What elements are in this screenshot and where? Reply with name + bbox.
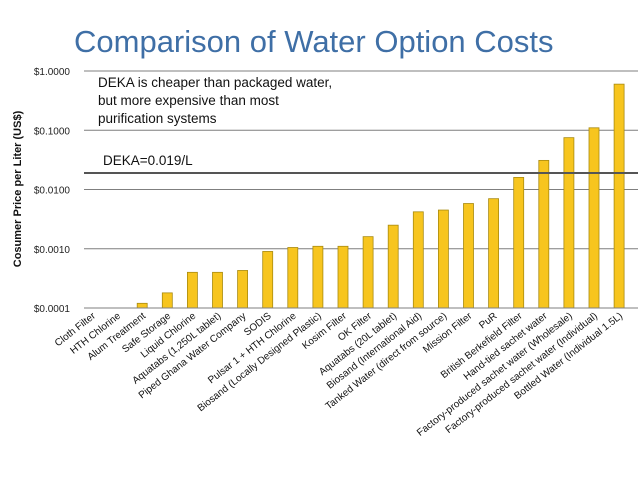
y-tick-label: $0.0001 (34, 304, 71, 315)
annotation-text: DEKA is cheaper than packaged water, but … (98, 75, 332, 126)
y-tick-label: $0.1000 (34, 126, 71, 137)
annotations: DEKA is cheaper than packaged water, but … (84, 75, 638, 174)
y-tick-labels: $0.0001 $0.0010 $0.0100 $0.1000 $1.0000 (34, 67, 71, 315)
bar (237, 270, 249, 309)
y-axis-label: Cosumer Price per Liter (US$) (12, 110, 24, 267)
bar (161, 292, 173, 309)
slide-title: Comparison of Water Option Costs (74, 24, 554, 59)
bar (212, 271, 223, 309)
bar (613, 83, 625, 309)
bar (387, 224, 399, 309)
y-tick-label: $0.0100 (34, 186, 71, 197)
bar (186, 271, 198, 309)
bar (437, 209, 449, 309)
y-tick-label: $0.0010 (34, 245, 71, 256)
y-tick-label: $1.0000 (34, 67, 71, 78)
deka-reference-label: DEKA=0.019/L (103, 153, 193, 168)
bar (312, 245, 324, 309)
bar (136, 302, 148, 309)
bar (412, 211, 424, 309)
bar (538, 159, 550, 309)
bar (287, 247, 299, 309)
bar (337, 245, 349, 309)
bar (563, 137, 575, 309)
bar (513, 177, 525, 309)
bar (488, 198, 500, 309)
bar (588, 127, 600, 309)
bar (262, 251, 274, 309)
bar (463, 203, 474, 309)
bar (362, 236, 374, 309)
